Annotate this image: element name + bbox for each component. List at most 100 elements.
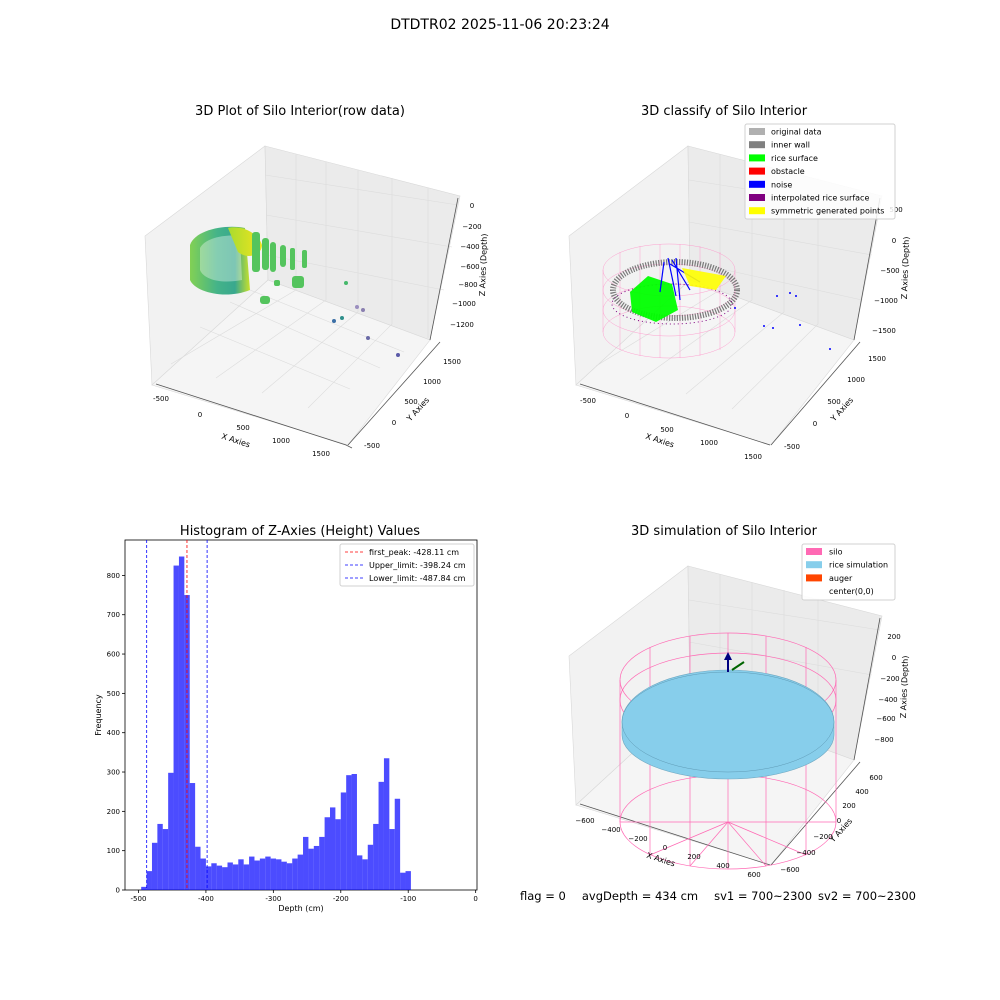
raw-zlabel: Z Axies (Depth) — [478, 233, 489, 296]
histogram-bar — [243, 864, 250, 890]
raw-ytick: 1500 — [443, 358, 461, 366]
classify-ytick: -500 — [784, 443, 800, 451]
simulation-xtick: −200 — [628, 835, 647, 843]
simulation-xtick: −600 — [575, 817, 594, 825]
raw-xlabel: X Axies — [220, 432, 251, 450]
histogram-bar — [329, 807, 336, 890]
classify-zlabel: Z Axies (Depth) — [900, 236, 911, 299]
raw-ytick: -500 — [364, 442, 380, 450]
histogram-bar — [205, 866, 212, 890]
raw-ztick: −1000 — [452, 300, 476, 308]
classify-legend: original data inner wall rice surface obsta… — [744, 123, 896, 220]
histogram-bar — [211, 863, 217, 890]
histogram-ytick-label: 500 — [107, 690, 120, 698]
simulation-axis-ticks: −600 −400 −200 0 200 400 600 −600 −400 −… — [575, 633, 900, 879]
histogram-bar — [232, 864, 239, 890]
classify-ztick: 0 — [892, 237, 896, 245]
classify-legend-label: inner wall — [771, 141, 810, 150]
histogram-bar — [238, 859, 244, 890]
simulation-legend-swatch — [806, 561, 822, 569]
histogram-bar — [254, 860, 260, 890]
histogram-bar — [195, 846, 201, 890]
histogram-bar — [222, 867, 228, 890]
histogram-bar — [405, 871, 411, 890]
histogram-bar — [259, 858, 266, 890]
simulation-xlabel: X Axies — [645, 851, 676, 869]
histogram-bar — [151, 842, 158, 890]
histogram-bar — [367, 844, 374, 890]
classify-3d-axes — [568, 145, 883, 446]
classify-axis-ticks: -500 0 500 1000 1500 -500 0 500 1000 150… — [580, 206, 903, 461]
simulation-ytick: 200 — [842, 802, 855, 810]
histogram-legend-label: Upper_limit: -398.24 cm — [369, 561, 466, 570]
raw-ztick: −1200 — [450, 321, 474, 329]
simulation-ytick: 400 — [855, 788, 868, 796]
simulation-ztick: 0 — [892, 654, 896, 662]
simulation-ytick: −200 — [813, 833, 832, 841]
histogram-ytick-label: 700 — [107, 611, 120, 619]
histogram-bar — [178, 556, 185, 890]
histogram-bar — [303, 836, 309, 890]
classify-legend-label: interpolated rice surface — [771, 194, 869, 203]
simulation-legend: silo rice simulation auger center(0,0) — [801, 543, 896, 601]
classify-point-cloud — [602, 243, 831, 359]
histogram-reference-lines — [146, 540, 208, 890]
simulation-ztick: −600 — [876, 715, 895, 723]
histogram-bar — [276, 859, 282, 890]
histogram-bar — [335, 819, 341, 890]
histogram-bars — [141, 556, 411, 890]
simulation-ytick: −400 — [796, 849, 815, 857]
simulation-ytick: −600 — [780, 866, 799, 874]
histogram-xtick-label: -300 — [265, 895, 281, 903]
histogram-title: Histogram of Z-Axies (Height) Values — [179, 524, 421, 539]
classify-ztick: −1000 — [874, 297, 898, 305]
raw-panel-title: 3D Plot of Silo Interior(row data) — [195, 104, 405, 119]
histogram-xtick-label: 0 — [473, 895, 477, 903]
histogram-bar — [286, 863, 293, 890]
histogram-bar — [162, 829, 169, 890]
histogram-ytick-label: 800 — [107, 572, 120, 580]
simulation-ytick: 0 — [837, 817, 841, 825]
simulation-panel-title: 3D simulation of Silo Interior — [631, 524, 817, 539]
raw-xtick: 0 — [198, 411, 202, 419]
classify-legend-label: noise — [771, 180, 792, 189]
simulation-xtick: 400 — [716, 862, 729, 870]
classify-ytick: 1500 — [868, 355, 886, 363]
raw-ytick: 0 — [392, 419, 396, 427]
simulation-legend-label: center(0,0) — [829, 587, 874, 596]
classify-legend-label: rice surface — [771, 154, 818, 163]
simulation-ztick: −200 — [880, 675, 899, 683]
classify-legend-swatch — [749, 167, 765, 175]
raw-ztick: −200 — [462, 223, 481, 231]
classify-xtick: 500 — [660, 426, 673, 434]
histogram-ytick-label: 600 — [107, 651, 120, 659]
simulation-legend-label: rice simulation — [829, 561, 888, 570]
histogram-bar — [346, 775, 352, 890]
classify-panel-title: 3D classify of Silo Interior — [640, 104, 808, 119]
raw-ztick: −600 — [460, 263, 479, 271]
raw-xtick: 500 — [236, 424, 249, 432]
histogram-xlabel: Depth (cm) — [278, 904, 323, 913]
classify-legend-swatch — [749, 194, 765, 201]
histogram-bar — [394, 798, 401, 890]
classify-legend-swatch — [749, 207, 765, 215]
classify-legend-label: symmetric generated points — [771, 207, 884, 216]
histogram-ytick-label: 0 — [116, 887, 120, 895]
raw-xtick: -500 — [153, 395, 169, 403]
classify-ytick: 500 — [827, 398, 840, 406]
histogram-bar — [157, 823, 163, 890]
classify-legend-label: obstacle — [771, 167, 805, 176]
histogram-bar — [362, 859, 368, 890]
raw-point-cloud — [190, 226, 400, 357]
histogram-xtick-label: -500 — [131, 895, 147, 903]
histogram-bar — [200, 858, 206, 890]
histogram-bar — [168, 772, 174, 890]
classify-xlabel: X Axies — [644, 432, 675, 450]
histogram-ytick-label: 300 — [107, 769, 120, 777]
classify-xtick: 0 — [625, 412, 629, 420]
rice-simulation-surface — [621, 669, 835, 780]
simulation-zlabel: Z Axies (Depth) — [899, 655, 910, 718]
histogram-bar — [281, 861, 287, 890]
histogram-bar — [400, 872, 406, 890]
